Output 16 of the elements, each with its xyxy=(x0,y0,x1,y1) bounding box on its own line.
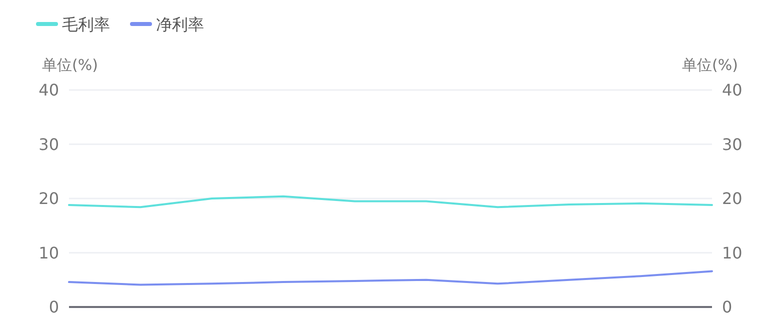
y-tick-label: 40 xyxy=(38,80,59,100)
y2-tick-label: 30 xyxy=(722,134,742,154)
y-tick-label: 0 xyxy=(48,298,59,317)
legend-label: 净利率 xyxy=(156,15,204,34)
line-series xyxy=(68,270,713,286)
legend-label: 毛利率 xyxy=(62,15,110,34)
y2-tick-label: 20 xyxy=(722,189,742,208)
y-tick-label: 10 xyxy=(38,243,59,262)
line-series xyxy=(68,195,713,208)
y-axis-title: 单位(%) xyxy=(42,56,98,74)
y2-tick-label: 0 xyxy=(722,298,732,317)
y2-axis-title: 单位(%) xyxy=(682,56,738,74)
y-tick-label: 20 xyxy=(38,189,59,208)
y-tick-label: 30 xyxy=(38,134,59,154)
y2-tick-label: 40 xyxy=(722,80,742,100)
y2-tick-label: 10 xyxy=(722,243,742,262)
